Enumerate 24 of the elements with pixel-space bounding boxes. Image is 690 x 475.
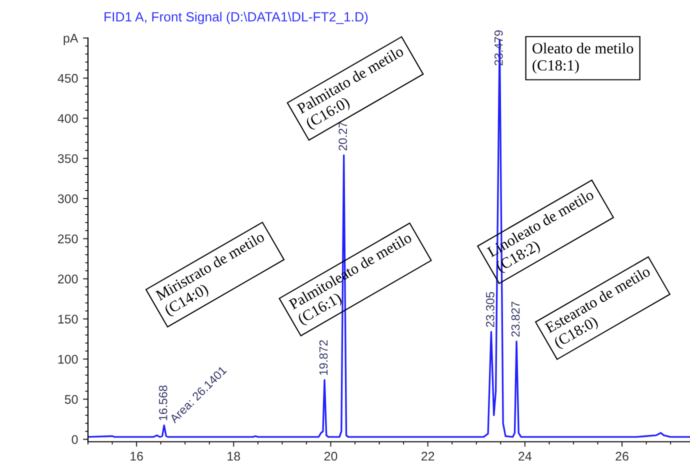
y-tick-label: 450 [58,74,78,83]
y-tick-label: 350 [58,154,78,164]
y-tick-label: 0 [72,435,78,444]
y-tick-label: 50 [64,395,78,404]
x-tick-label: 22 [422,452,434,461]
y-tick-label: pA [64,34,78,46]
y-tick-label: 100 [58,354,78,364]
annotation: 23.827 [511,302,520,337]
y-tick-label: 400 [58,114,78,123]
x-tick-label: 16 [130,452,143,461]
x-tick-label: 24 [518,452,532,461]
chart-title: FID1 A, Front Signal (D:\DATA1\DL-FT2_1.D) [104,12,368,24]
y-tick-label: 300 [58,194,78,204]
y-tick-label: 200 [58,274,78,284]
y-tick-label: 250 [58,234,78,244]
annotation: 23.305 [486,292,494,328]
y-tick-label: 150 [58,314,78,324]
annotation: 19.872 [319,340,328,375]
x-tick-label: 18 [228,452,240,461]
annotation: 16.568 [158,386,168,420]
annotation: Oleato de metilo (C18:1) [532,42,634,74]
annotation: 23.479 [494,30,503,66]
x-tick-label: 20 [324,452,338,461]
x-tick-label: 26 [616,452,628,461]
